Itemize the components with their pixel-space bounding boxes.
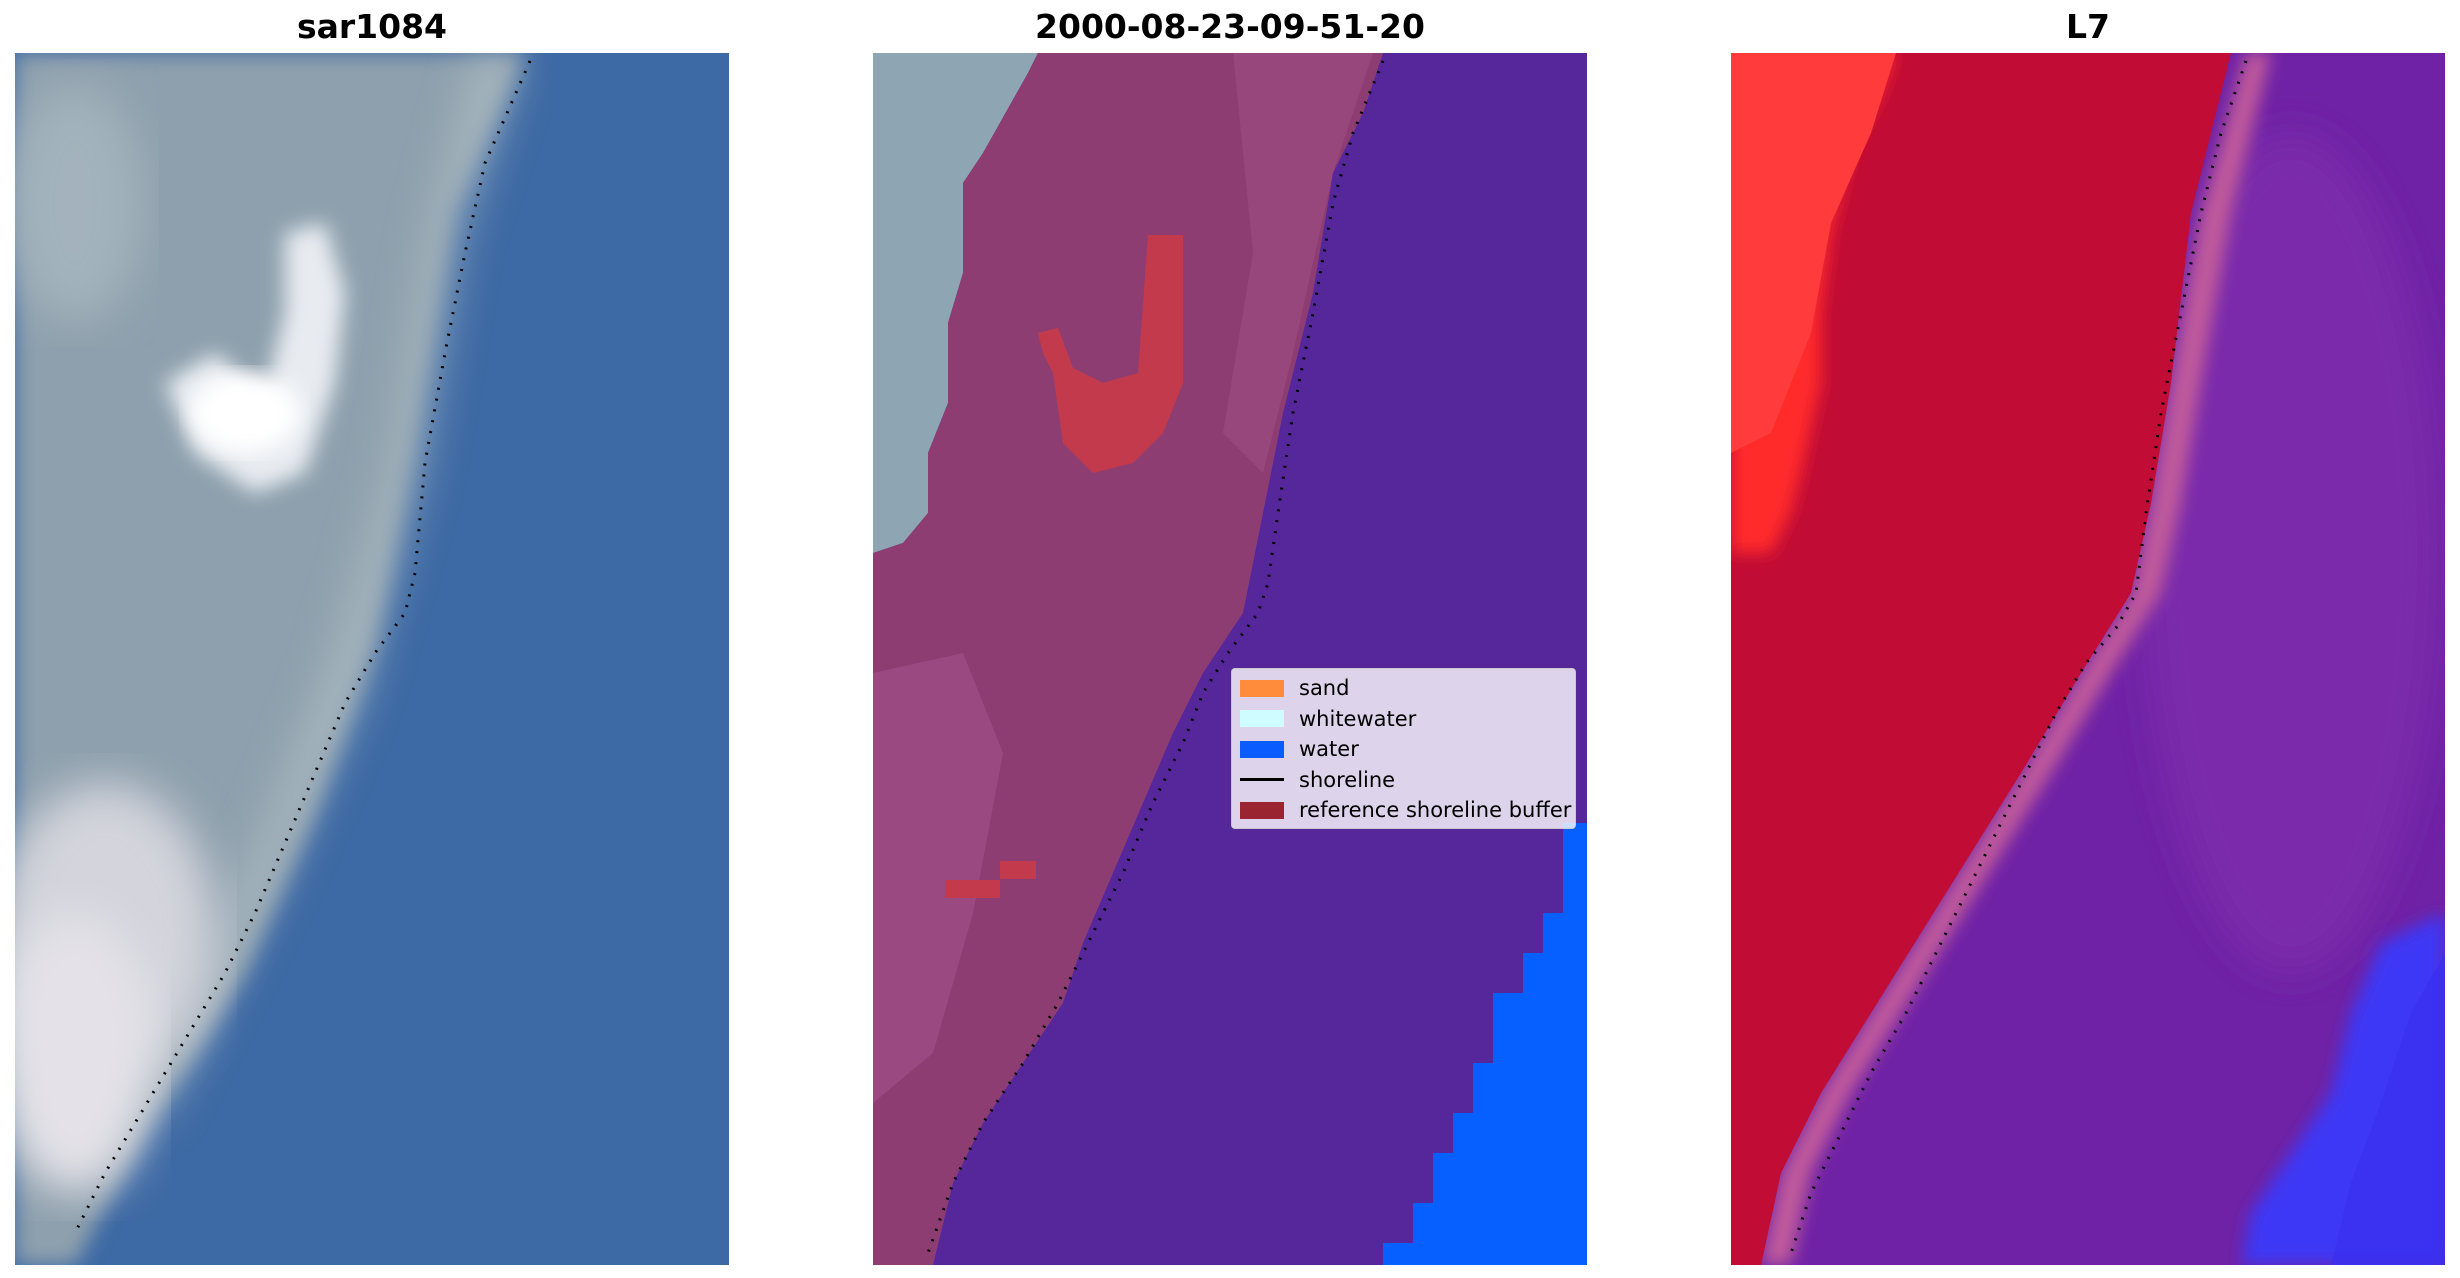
rgb-image-panel: [15, 53, 729, 1265]
sand-swatch: [1240, 679, 1284, 697]
water-swatch: [1240, 740, 1284, 758]
legend-label-whitewater: whitewater: [1299, 706, 1417, 731]
legend-label-sand: sand: [1299, 676, 1350, 701]
whitewater-swatch: [1240, 710, 1284, 728]
legend-item-whitewater: whitewater: [1232, 704, 1575, 735]
legend-label-reference-buffer: reference shoreline buffer: [1299, 798, 1572, 823]
legend-item-shoreline: shoreline: [1232, 765, 1575, 796]
shoreline-line-swatch: [1240, 778, 1284, 782]
panel-2-title: 2000-08-23-09-51-20: [1035, 7, 1425, 46]
classified-image: [873, 53, 1587, 1265]
legend-item-reference-buffer: reference shoreline buffer: [1232, 795, 1575, 826]
legend-label-shoreline: shoreline: [1299, 767, 1396, 792]
classified-image-panel: [873, 53, 1587, 1265]
legend-label-water: water: [1299, 737, 1359, 762]
legend-item-water: water: [1232, 734, 1575, 765]
reference-buffer-swatch: [1240, 801, 1284, 819]
rgb-image: [15, 53, 729, 1265]
index-image-panel: [1731, 53, 2445, 1265]
panel-3-title: L7: [2066, 7, 2110, 46]
index-image: [1731, 53, 2445, 1265]
legend-item-sand: sand: [1232, 673, 1575, 704]
legend: sand whitewater water shoreline referenc…: [1231, 668, 1576, 829]
panel-1-title: sar1084: [296, 7, 448, 46]
